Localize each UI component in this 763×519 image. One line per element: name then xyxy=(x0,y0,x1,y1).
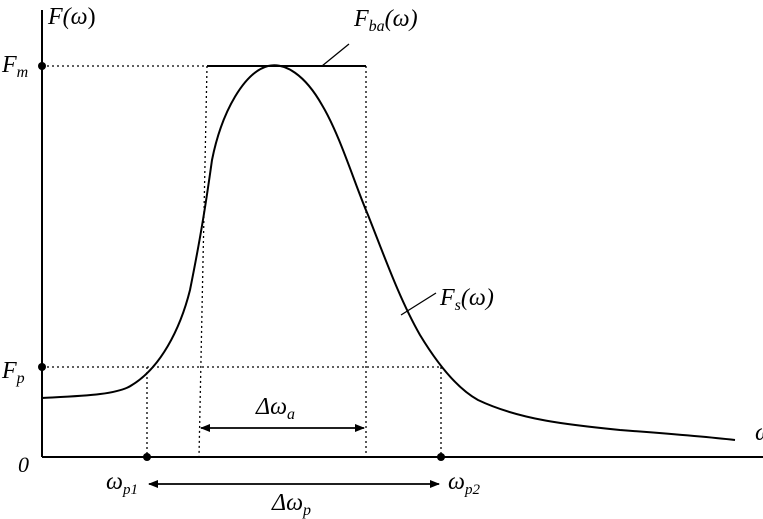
fs-curve xyxy=(41,64,736,441)
y-axis-label: F(ω) xyxy=(47,4,96,30)
fm-dot xyxy=(38,62,46,70)
fp-label: Fp xyxy=(1,358,25,387)
fm-label: Fm xyxy=(1,52,28,81)
origin-label: 0 xyxy=(18,452,29,477)
wp1-label: ωp1 xyxy=(106,469,138,498)
wp2-label: ωp2 xyxy=(448,469,480,498)
delta-wa-label: Δωa xyxy=(255,394,295,423)
x-axis-label-partial: ω xyxy=(755,420,763,446)
wp1-dot xyxy=(143,453,151,461)
fs-label: Fs(ω) xyxy=(439,285,494,314)
wp2-dot xyxy=(437,453,445,461)
fs-leader-line xyxy=(400,292,437,316)
delta-wp-label: Δωp xyxy=(271,490,311,519)
fba-leader-line xyxy=(321,43,350,67)
rect-left-edge xyxy=(198,65,208,458)
fp-dot xyxy=(38,363,46,371)
fba-label: Fba(ω) xyxy=(353,6,418,35)
